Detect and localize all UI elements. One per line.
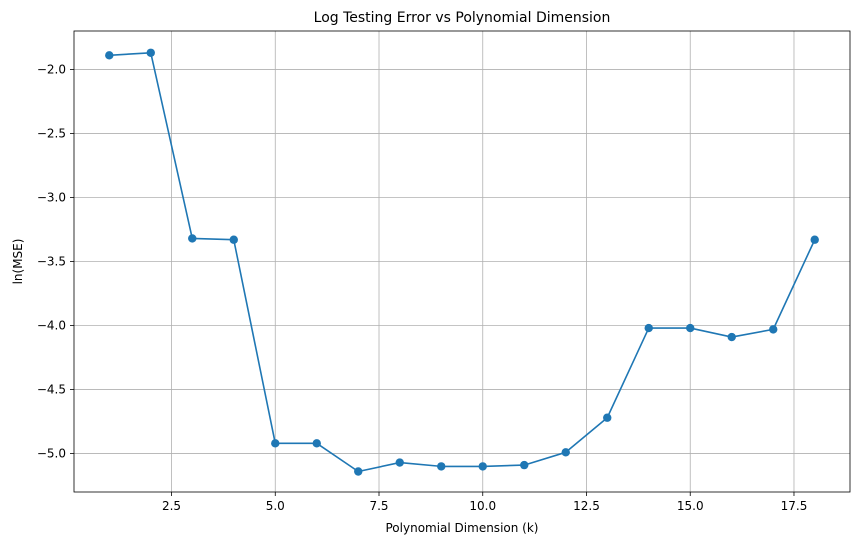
- data-point: [810, 235, 819, 244]
- x-tick-label: 10.0: [469, 499, 496, 513]
- y-tick-label: −4.5: [37, 383, 66, 397]
- data-point: [188, 234, 197, 243]
- data-point: [686, 323, 695, 333]
- data-point: [271, 439, 280, 448]
- x-axis-label: Polynomial Dimension (k): [386, 521, 539, 535]
- series-layer: [105, 48, 819, 476]
- y-tick-label: −5.0: [37, 447, 66, 461]
- grid: [74, 31, 850, 492]
- y-tick-label: −2.5: [37, 126, 66, 140]
- y-tick-label: −3.5: [37, 255, 66, 269]
- data-point: [727, 332, 736, 342]
- x-tick-label: 15.0: [677, 499, 704, 513]
- x-tick-label: 17.5: [781, 499, 808, 513]
- y-tick-label: −4.0: [37, 319, 66, 333]
- data-point: [520, 460, 529, 470]
- data-point: [312, 439, 321, 448]
- data-point: [603, 413, 612, 422]
- data-point: [437, 462, 446, 471]
- x-tick-label: 5.0: [266, 499, 285, 513]
- y-tick-label: −2.0: [37, 62, 66, 76]
- x-tick-label: 7.5: [369, 499, 388, 513]
- y-tick-label: −3.0: [37, 190, 66, 204]
- series-line: [109, 51, 816, 473]
- data-point: [229, 235, 238, 244]
- chart-title: Log Testing Error vs Polynomial Dimensio…: [314, 10, 611, 26]
- data-point: [478, 462, 487, 471]
- data-point: [561, 448, 570, 457]
- x-tick-label: 2.5: [162, 499, 181, 513]
- data-point: [644, 323, 653, 333]
- data-point: [354, 467, 363, 476]
- data-point: [395, 458, 404, 467]
- data-point: [105, 51, 114, 60]
- y-axis-label: ln(MSE): [11, 239, 25, 285]
- x-tick-label: 12.5: [573, 499, 600, 513]
- data-point: [146, 48, 155, 57]
- ticks: 2.5 5.0 7.5 10.0 12.5 15.0 17.5 −2.0 −2.5 −3.0 −3.…: [37, 62, 807, 513]
- data-point: [769, 325, 778, 334]
